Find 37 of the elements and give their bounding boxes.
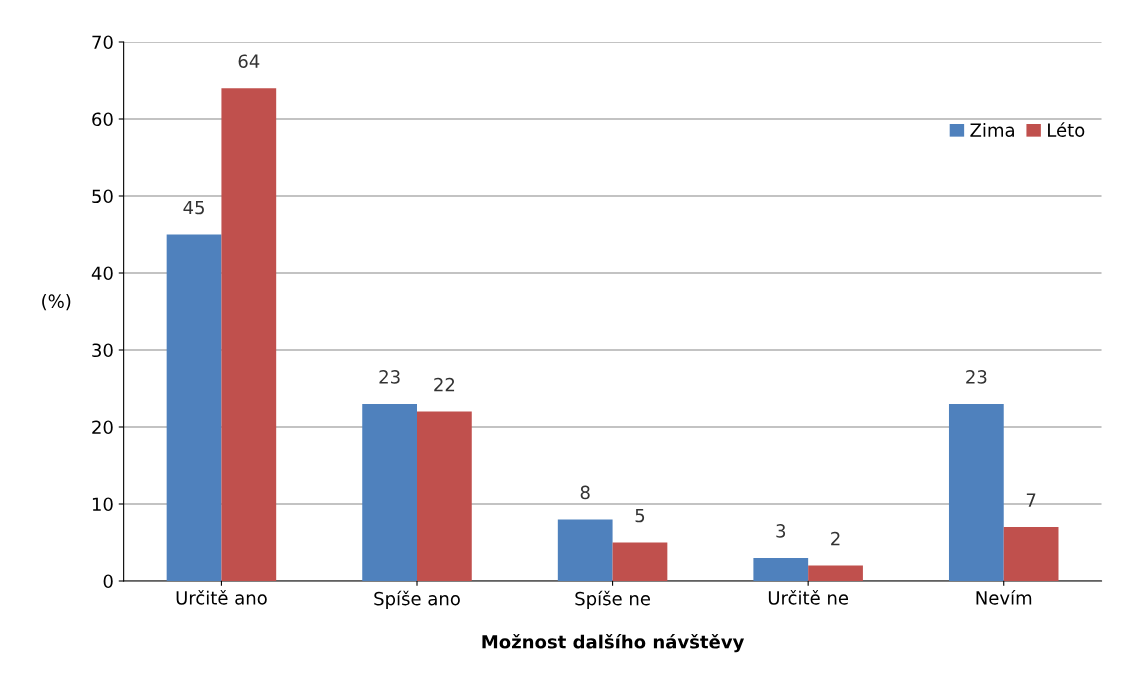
bar	[753, 557, 809, 581]
bar	[612, 542, 668, 581]
y-axis-title: (%)	[42, 294, 71, 311]
data-label: 7	[1026, 493, 1036, 507]
bar	[417, 411, 472, 581]
y-tick-label: 70	[92, 35, 113, 50]
bar	[557, 519, 613, 581]
data-label: 23	[966, 370, 987, 384]
data-label: 2	[831, 531, 840, 546]
y-tick-label: 20	[92, 420, 113, 435]
y-tick-label: 30	[92, 343, 113, 358]
data-label: 23	[379, 370, 400, 384]
x-tick-label: Spíše ne	[575, 590, 650, 609]
legend-label: Zima	[970, 122, 1014, 137]
y-tick-label: 10	[92, 497, 113, 512]
bar	[362, 403, 417, 581]
y-tick-label: 40	[91, 266, 113, 281]
bar	[948, 403, 1004, 581]
y-tick-label: 50	[92, 189, 113, 204]
x-axis-title: Možnost dalšího návštěvy	[482, 633, 745, 653]
x-tick-label: Určitě ano	[176, 590, 267, 605]
bar	[808, 565, 863, 581]
bar	[166, 234, 222, 581]
y-tick-label: 60	[92, 112, 113, 127]
data-label: 8	[580, 485, 590, 500]
x-tick-label: Spíše ano	[374, 590, 460, 609]
data-label: 64	[238, 54, 260, 69]
x-tick-label: Určitě ne	[768, 590, 849, 605]
data-label: 22	[434, 377, 455, 392]
bar	[221, 88, 277, 581]
data-label: 45	[183, 200, 204, 215]
legend-label: Léto	[1048, 122, 1085, 137]
data-label: 3	[776, 524, 786, 538]
bar	[1003, 527, 1059, 581]
y-tick-label: 0	[103, 574, 113, 589]
x-tick-label: Nevím	[976, 590, 1032, 605]
data-label: 5	[635, 508, 645, 523]
